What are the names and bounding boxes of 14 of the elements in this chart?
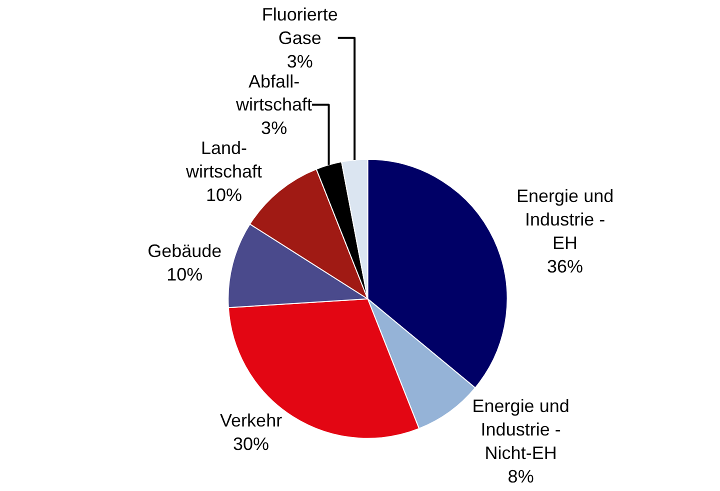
slice-label: Land- wirtschaft bbox=[185, 138, 262, 182]
data-label: 36% bbox=[547, 256, 584, 276]
slice-label: Verkehr bbox=[220, 410, 282, 430]
slice-label: Abfall- wirtschaft bbox=[235, 71, 312, 115]
data-label: 3% bbox=[286, 51, 313, 72]
data-label: 10% bbox=[166, 264, 203, 285]
slice-label: Energie und Industrie - Nicht-EH bbox=[472, 396, 570, 463]
slice-label: Energie und Industrie - EH bbox=[516, 186, 614, 253]
data-label: 10% bbox=[206, 184, 242, 205]
slice-label: Fluorierte Gase bbox=[262, 4, 338, 48]
data-label: 3% bbox=[261, 118, 288, 138]
data-label: 8% bbox=[508, 466, 534, 486]
slice-label: Gebäude bbox=[148, 241, 222, 262]
data-label: 30% bbox=[233, 434, 270, 454]
